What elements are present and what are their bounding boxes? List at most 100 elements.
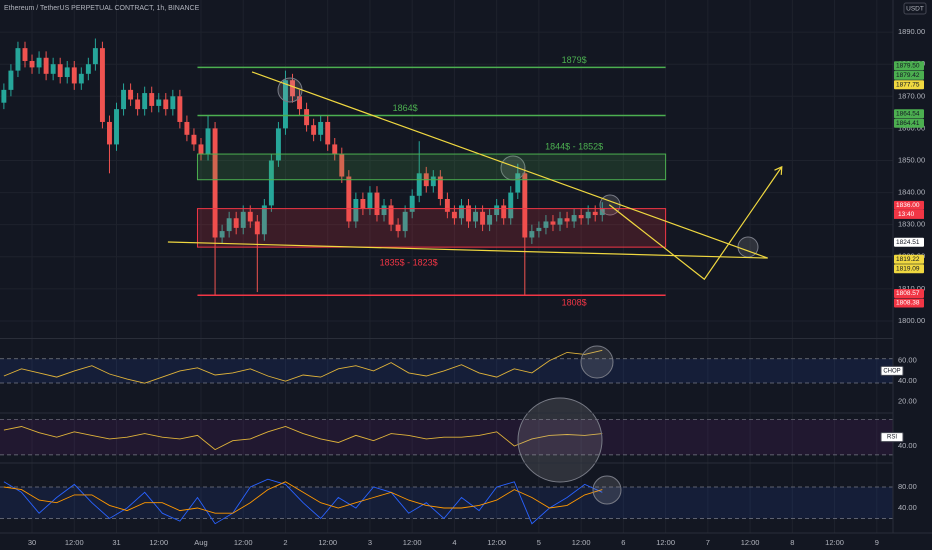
candle-body: [395, 224, 401, 232]
price-tag: [894, 80, 924, 90]
candle-body: [360, 198, 366, 209]
candle-body: [290, 80, 295, 97]
candle-body: [15, 48, 21, 71]
price-tag: [894, 200, 924, 210]
candle-body: [135, 99, 141, 110]
candle-body: [78, 73, 84, 84]
candle-body: [451, 211, 457, 219]
indicator-line: [3, 478, 603, 525]
candle-body: [233, 218, 239, 228]
candle-body: [409, 195, 415, 212]
candle-body: [494, 205, 500, 216]
price-tag: [894, 109, 924, 119]
y-tick-label: 1800.00: [898, 316, 925, 325]
trendline: [251, 71, 768, 259]
x-tick-label: 30: [28, 538, 36, 547]
y-tick-label: 1840.00: [898, 188, 925, 197]
candle-body: [268, 160, 274, 206]
zone-label: 1844$ - 1852$: [545, 141, 603, 151]
candle-body: [184, 121, 190, 135]
candle-body: [128, 89, 134, 100]
x-tick-label: 6: [621, 538, 625, 547]
x-tick-label: 8: [790, 538, 794, 547]
countdown: 13:40: [898, 211, 915, 218]
candle-body: [550, 221, 556, 225]
price-tag: [894, 264, 924, 274]
candle-body: [254, 221, 260, 235]
candle-body: [564, 218, 570, 222]
candle-body: [99, 48, 105, 122]
x-tick-label: 12:00: [825, 538, 844, 547]
trendline: [167, 241, 768, 259]
zone: [196, 153, 667, 181]
candle-body: [170, 96, 176, 110]
indicator-tag-label: RSI: [887, 435, 897, 441]
price-tag: [894, 254, 924, 264]
candle-body: [346, 176, 352, 222]
candle-body: [57, 64, 63, 78]
candle-body: [240, 211, 246, 228]
candle-body: [430, 176, 436, 187]
highlight-circle: [277, 77, 303, 103]
price-tag-label: 1879.50: [896, 63, 920, 70]
candle-body: [318, 121, 324, 135]
candle-body: [163, 99, 169, 110]
candle-body: [212, 128, 218, 238]
x-tick-label: 2: [283, 538, 287, 547]
overlay-layer: 1844$ - 1852$ 1835$ - 1823$ 1879$ 1864$ 1808…: [167, 55, 783, 505]
x-tick-label: 12:00: [487, 538, 506, 547]
candle-body: [114, 109, 119, 145]
candle-body: [367, 192, 373, 209]
candle-body: [191, 134, 197, 145]
y-tick-label: 40.00: [898, 441, 917, 450]
y-tick-label: 1860.00: [898, 123, 925, 132]
projection-path: [608, 166, 783, 281]
candle-body: [508, 192, 514, 219]
price-tag-label: 1836.00: [896, 202, 920, 209]
candle-body: [205, 128, 211, 155]
x-tick-label: 9: [875, 538, 879, 547]
candle-body: [43, 57, 49, 74]
candle-body: [332, 144, 338, 155]
candle-body: [536, 227, 542, 232]
candle-body: [261, 205, 267, 235]
x-tick-label: 12:00: [572, 538, 591, 547]
x-tick-label: 12:00: [318, 538, 337, 547]
grid-layer: [0, 0, 893, 533]
candle-body: [142, 93, 148, 110]
candle-body: [578, 215, 584, 219]
price-tag-label: 1824.51: [896, 239, 920, 246]
highlight-circle: [517, 397, 603, 483]
currency-box[interactable]: [903, 2, 927, 15]
candle-body: [85, 64, 91, 74]
candle-body: [543, 221, 549, 228]
y-tick-label: 1890.00: [898, 27, 925, 36]
candle-body: [71, 67, 77, 84]
candle-body: [8, 70, 14, 90]
candle-body: [585, 211, 591, 219]
x-tick-label: Aug: [194, 538, 207, 547]
candle-body: [592, 211, 598, 216]
price-tag: [894, 298, 924, 308]
candle-body: [381, 205, 387, 216]
y-tick-label: 1830.00: [898, 220, 925, 229]
candle-body: [353, 198, 359, 222]
x-tick-label: 3: [368, 538, 372, 547]
price-tag: [894, 288, 924, 298]
candle-body: [374, 192, 380, 216]
candle-body: [571, 215, 577, 222]
price-tag-label: 1877.75: [896, 82, 920, 89]
currency[interactable]: USDT: [906, 6, 924, 13]
level-label: 1808$: [562, 298, 587, 308]
indicator-line: [3, 349, 603, 384]
candle-body: [388, 205, 394, 225]
candle-body: [36, 57, 42, 68]
price-tag-label: 1808.57: [896, 290, 920, 297]
x-tick-label: 4: [452, 538, 456, 547]
candle-body: [515, 173, 521, 193]
x-tick-label: 12:00: [234, 538, 253, 547]
candle-body: [557, 218, 563, 225]
x-tick-label: 7: [706, 538, 710, 547]
price-tag-label: 1819.22: [896, 256, 920, 263]
y-tick-label: 20.00: [898, 397, 917, 406]
